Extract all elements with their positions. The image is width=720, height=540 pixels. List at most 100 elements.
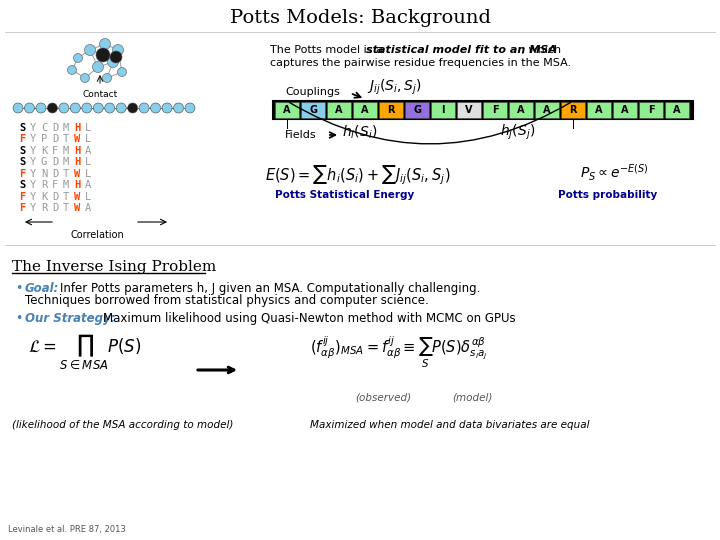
Text: L: L	[85, 168, 91, 179]
Text: $P_S \propto e^{-E(S)}$: $P_S \propto e^{-E(S)}$	[580, 163, 649, 183]
Text: •: •	[15, 282, 22, 295]
Text: (model): (model)	[452, 392, 492, 402]
Text: A: A	[517, 105, 525, 115]
Text: $h_i(S_i)$: $h_i(S_i)$	[342, 123, 377, 141]
Circle shape	[84, 44, 96, 56]
Text: G: G	[413, 105, 421, 115]
Text: R: R	[41, 180, 47, 190]
Bar	[483, 102, 507, 118]
Text: A: A	[673, 105, 680, 115]
Bar	[405, 102, 429, 118]
Circle shape	[94, 103, 103, 113]
Text: Our Strategy:: Our Strategy:	[25, 312, 115, 325]
Circle shape	[185, 103, 195, 113]
Text: $J_{ij}(S_i, S_j)$: $J_{ij}(S_i, S_j)$	[367, 77, 422, 97]
Text: Infer Potts parameters h, J given an MSA. Computationally challenging.: Infer Potts parameters h, J given an MSA…	[60, 282, 480, 295]
Circle shape	[59, 103, 69, 113]
Text: Y: Y	[30, 134, 36, 144]
Text: Y: Y	[30, 192, 36, 202]
Text: Potts Models: Background: Potts Models: Background	[230, 9, 490, 27]
Text: F: F	[19, 203, 25, 213]
Text: F: F	[19, 168, 25, 179]
Text: L: L	[85, 123, 91, 133]
Text: H: H	[74, 123, 80, 133]
Text: A: A	[283, 105, 291, 115]
Bar	[613, 102, 637, 118]
Text: S: S	[19, 123, 25, 133]
Text: Correlation: Correlation	[70, 230, 124, 240]
Text: D: D	[52, 192, 58, 202]
Text: K: K	[41, 146, 47, 156]
Text: •: •	[15, 312, 22, 325]
Text: A: A	[336, 105, 343, 115]
Circle shape	[13, 103, 23, 113]
Bar	[561, 102, 585, 118]
Text: Levinale et al. PRE 87, 2013: Levinale et al. PRE 87, 2013	[8, 525, 126, 534]
Text: Maximum likelihood using Quasi-Newton method with MCMC on GPUs: Maximum likelihood using Quasi-Newton me…	[103, 312, 516, 325]
Text: F: F	[648, 105, 654, 115]
Text: H: H	[74, 180, 80, 190]
Text: A: A	[361, 105, 369, 115]
Text: Y: Y	[30, 146, 36, 156]
Circle shape	[112, 44, 124, 56]
Text: F: F	[52, 180, 58, 190]
Text: W: W	[74, 203, 80, 213]
Circle shape	[24, 103, 35, 113]
Circle shape	[73, 53, 83, 63]
Circle shape	[116, 103, 126, 113]
Text: M: M	[63, 180, 69, 190]
Text: Potts Statistical Energy: Potts Statistical Energy	[275, 190, 415, 200]
Text: L: L	[85, 134, 91, 144]
Circle shape	[81, 73, 89, 83]
Text: V: V	[465, 105, 473, 115]
Circle shape	[107, 57, 119, 68]
Text: R: R	[387, 105, 395, 115]
Bar	[431, 102, 455, 118]
Text: Y: Y	[30, 203, 36, 213]
Text: Contact: Contact	[82, 90, 117, 99]
Text: R: R	[41, 203, 47, 213]
Text: captures the pairwise residue frequencies in the MSA.: captures the pairwise residue frequencie…	[270, 58, 571, 68]
Text: D: D	[52, 134, 58, 144]
Circle shape	[36, 103, 46, 113]
Text: Y: Y	[30, 168, 36, 179]
Text: T: T	[63, 134, 69, 144]
Bar	[509, 102, 533, 118]
Text: $h_j(S_j)$: $h_j(S_j)$	[500, 123, 536, 141]
Circle shape	[150, 103, 161, 113]
Text: Y: Y	[30, 123, 36, 133]
Bar	[327, 102, 351, 118]
Text: W: W	[74, 168, 80, 179]
Circle shape	[68, 65, 76, 75]
Text: G: G	[309, 105, 317, 115]
Text: D: D	[52, 168, 58, 179]
Text: T: T	[63, 168, 69, 179]
Text: I: I	[441, 105, 445, 115]
Text: F: F	[19, 192, 25, 202]
Text: (likelihood of the MSA according to model): (likelihood of the MSA according to mode…	[12, 420, 233, 430]
Bar	[535, 102, 559, 118]
Text: Techniques borrowed from statistical physics and computer science.: Techniques borrowed from statistical phy…	[25, 294, 428, 307]
Text: $(f_{\alpha\beta}^{ij})_{MSA} = f_{\alpha\beta}^{ij} \equiv \sum_{S} P(S)\delta_: $(f_{\alpha\beta}^{ij})_{MSA} = f_{\alph…	[310, 334, 487, 370]
Text: statistical model fit to an MSA: statistical model fit to an MSA	[366, 45, 557, 55]
Circle shape	[102, 73, 112, 83]
Text: The Potts model is a: The Potts model is a	[270, 45, 387, 55]
Circle shape	[48, 103, 58, 113]
Bar	[301, 102, 325, 118]
Text: W: W	[74, 192, 80, 202]
Bar	[457, 102, 481, 118]
Text: $E(S) = \sum h_i(S_i) + \sum J_{ij}(S_i, S_j)$: $E(S) = \sum h_i(S_i) + \sum J_{ij}(S_i,…	[265, 163, 451, 187]
Circle shape	[127, 103, 138, 113]
Circle shape	[110, 51, 122, 63]
Text: Couplings: Couplings	[285, 87, 340, 97]
Text: T: T	[63, 192, 69, 202]
Text: R: R	[570, 105, 577, 115]
Text: S: S	[19, 157, 25, 167]
Bar	[379, 102, 403, 118]
Text: Potts probability: Potts probability	[559, 190, 657, 200]
Text: A: A	[85, 146, 91, 156]
Circle shape	[99, 38, 110, 50]
Text: H: H	[74, 157, 80, 167]
Text: D: D	[52, 157, 58, 167]
Text: $\mathcal{L} = \prod_{S \in MSA} P(S)$: $\mathcal{L} = \prod_{S \in MSA} P(S)$	[28, 333, 142, 372]
